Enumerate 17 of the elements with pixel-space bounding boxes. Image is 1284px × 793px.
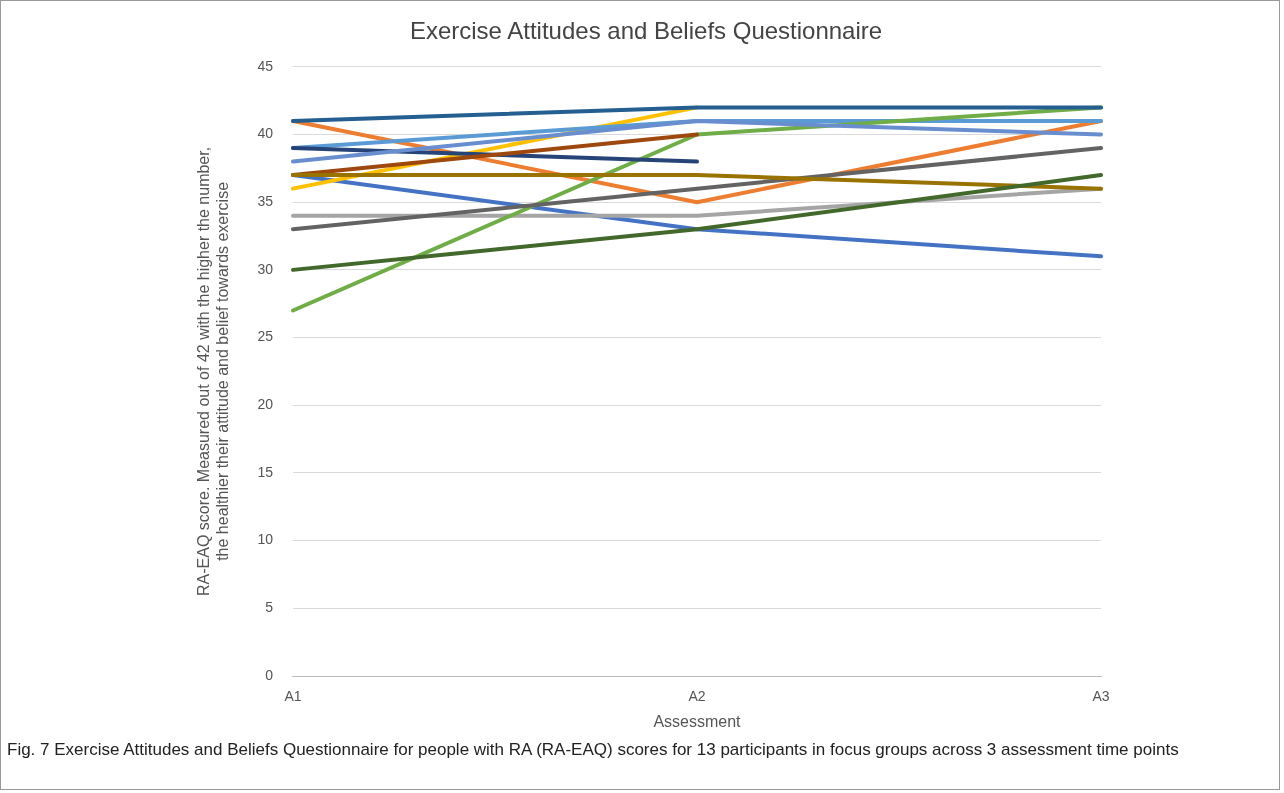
y-tick-label: 25 (257, 328, 274, 345)
y-tick-label: 5 (265, 599, 274, 616)
y-tick-label: 20 (257, 396, 274, 413)
y-tick-label: 35 (257, 193, 274, 210)
x-tick-label: A1 (284, 688, 302, 705)
x-tick-label: A3 (1092, 688, 1110, 705)
y-tick-label: 10 (257, 531, 274, 548)
y-tick-label: 40 (257, 125, 274, 142)
y-tick-label: 30 (257, 260, 274, 277)
y-axis-title: RA-EAQ score. Measured out of 42 with the higher the number, the healthier their attitude and belief towards exercise (195, 146, 232, 596)
y-tick-label: 45 (257, 57, 274, 74)
y-tick-label: 15 (257, 463, 274, 480)
x-axis-title: Assessment (653, 712, 742, 730)
caption: Fig. 7 Exercise Attitudes and Beliefs Questionnaire for people with RA (RA-EAQ) scores for 13 participants in focus groups across 3 assessment time points (7, 739, 1180, 761)
chart-title: Exercise Attitudes and Beliefs Questionnaire (409, 17, 883, 45)
x-tick-label: A2 (688, 688, 706, 705)
y-tick-label: 0 (265, 666, 274, 683)
